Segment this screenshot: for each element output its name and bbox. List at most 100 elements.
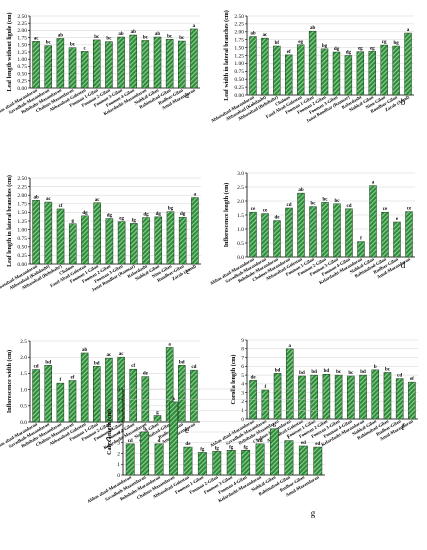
significance-label: bc xyxy=(167,34,173,39)
bar xyxy=(249,36,257,96)
panel-d: 0.0 0.5 1.0 1.5 2.0 2.5 3.0 Inflorescence lengt… xyxy=(209,171,415,286)
y-tick-label: 0.50 xyxy=(17,71,27,77)
y-tick-label: 2.25 xyxy=(17,184,27,190)
significance-label: ac xyxy=(119,352,125,357)
bar xyxy=(405,211,413,258)
bar xyxy=(80,51,89,89)
bar xyxy=(285,348,294,420)
significance-label: bg xyxy=(322,44,328,49)
bar xyxy=(105,218,114,265)
bar xyxy=(395,378,404,420)
y-tick-label: 5 xyxy=(241,373,244,379)
y-tick-label: 1.25 xyxy=(17,50,27,56)
y-tick-label: 1 xyxy=(241,408,244,414)
significance-label: ce xyxy=(383,207,388,212)
y-tick-label: 7 xyxy=(241,355,244,361)
y-tick-label: 0.5 xyxy=(237,241,244,247)
bar xyxy=(261,37,269,96)
significance-label: a xyxy=(193,24,196,29)
significance-label: dg xyxy=(180,212,186,217)
significance-label: c xyxy=(288,436,291,441)
significance-label: c xyxy=(84,46,87,51)
bar xyxy=(298,375,306,420)
panel-label-c: c xyxy=(186,266,190,276)
significance-label: cd xyxy=(287,203,292,208)
bar xyxy=(284,440,294,476)
bar xyxy=(56,382,65,423)
bar xyxy=(129,368,137,423)
bar xyxy=(368,51,376,96)
y-tick-label: 1.00 xyxy=(234,61,244,67)
bar xyxy=(270,428,279,476)
bar xyxy=(141,40,150,89)
significance-label: fg xyxy=(132,218,137,223)
bar xyxy=(310,374,318,420)
significance-label: ab xyxy=(131,30,137,35)
bar xyxy=(142,217,150,265)
bar xyxy=(273,45,281,96)
y-tick-label: 9 xyxy=(241,338,244,344)
bar xyxy=(154,443,164,476)
y-tick-label: 3 xyxy=(241,390,244,396)
significance-label: cd xyxy=(34,365,39,370)
bar xyxy=(178,216,187,265)
bar xyxy=(105,41,113,89)
y-tick-label: 0.25 xyxy=(17,79,27,85)
panel-b: 0.00 0.25 0.50 0.75 1.00 1.25 1.501.75 2.00 2.25… xyxy=(210,10,414,123)
bar xyxy=(404,32,412,96)
bar xyxy=(125,443,135,476)
significance-label: bc xyxy=(179,36,185,41)
bar xyxy=(345,208,353,258)
significance-label: ab xyxy=(298,188,304,193)
bar xyxy=(255,443,265,476)
bar xyxy=(129,34,137,89)
bar xyxy=(154,216,163,265)
y-axis-title: Leaf length without ligule (cm) xyxy=(6,13,13,92)
bar xyxy=(321,202,329,258)
y-tick-label: 0.75 xyxy=(17,236,27,242)
bar xyxy=(408,381,416,420)
y-tick-label: 1.50 xyxy=(234,45,244,51)
bar xyxy=(117,221,126,265)
significance-label: bd xyxy=(311,370,317,375)
bar xyxy=(261,389,270,420)
bar xyxy=(347,375,355,420)
y-tick-label: 1.75 xyxy=(17,35,27,41)
significance-label: e xyxy=(396,217,399,222)
y-tick-label: 2 xyxy=(117,451,120,457)
y-tick-label: 0.00 xyxy=(17,262,27,268)
significance-label: a xyxy=(289,344,292,349)
panel-label-f: f xyxy=(402,422,405,432)
significance-label: ef xyxy=(287,50,291,55)
significance-label: bd xyxy=(179,360,185,365)
y-axis-title: Leaf width in lateral branches (cm) xyxy=(223,10,230,101)
bar xyxy=(249,211,257,258)
significance-label: a xyxy=(194,193,197,198)
bar xyxy=(190,28,198,89)
y-tick-label: 2.50 xyxy=(17,176,27,182)
significance-label: bc xyxy=(348,371,354,376)
significance-label: cd xyxy=(128,439,133,444)
significance-label: ac xyxy=(95,198,101,203)
bar xyxy=(68,380,77,423)
bar xyxy=(68,223,77,265)
significance-label: cd xyxy=(397,374,402,379)
significance-label: ce xyxy=(263,209,268,214)
significance-label: fg xyxy=(244,445,249,450)
y-tick-label: 0 xyxy=(117,473,120,479)
significance-label: b xyxy=(374,365,377,370)
bar xyxy=(178,365,186,423)
bar xyxy=(32,369,40,423)
bar xyxy=(313,446,323,476)
y-tick-label: 3 xyxy=(117,441,120,447)
y-tick-label: 2.50 xyxy=(234,14,244,20)
bar xyxy=(93,366,101,423)
y-axis-title: Corolla length (cm) xyxy=(230,355,237,405)
significance-label: dg xyxy=(82,211,88,216)
significance-label: ac xyxy=(107,353,113,358)
significance-label: a xyxy=(172,397,175,402)
bar xyxy=(273,373,282,420)
y-tick-label: 2.0 xyxy=(237,199,244,205)
